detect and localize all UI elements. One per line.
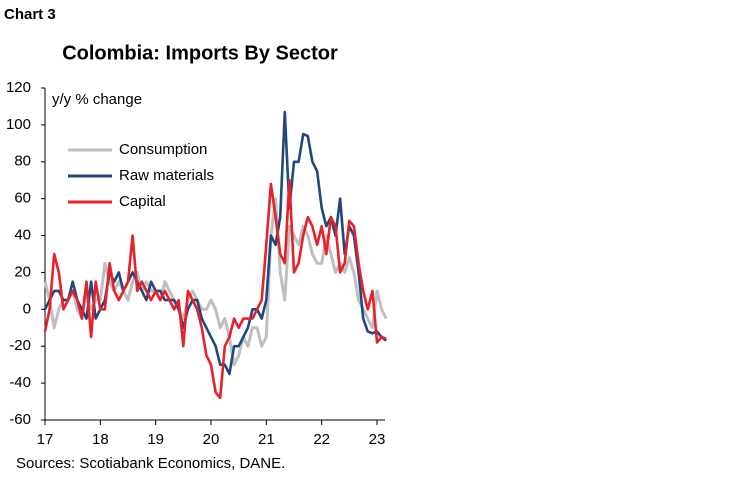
chart-title: Colombia: Imports By Sector [62, 42, 338, 64]
x-tick-label: 18 [92, 431, 109, 448]
x-tick-label: 22 [313, 431, 330, 448]
legend-label: Capital [119, 193, 166, 210]
y-tick-label: 80 [14, 153, 31, 170]
series-line [43, 197, 388, 367]
header: Chart 3 [4, 6, 56, 23]
series-line [43, 178, 387, 400]
y-tick-label: -40 [9, 374, 31, 391]
source: Sources: Scotiabank Economics, DANE. [16, 455, 285, 472]
y-tick-label: 40 [14, 227, 31, 244]
y-tick-label: 0 [23, 300, 31, 317]
y-tick-label: 60 [14, 190, 31, 207]
y-tick-label: 120 [6, 79, 31, 96]
y-axis-label: y/y % change [52, 91, 142, 108]
x-tick-label: 21 [258, 431, 275, 448]
y-tick-label: 100 [6, 116, 31, 133]
x-tick-label: 20 [203, 431, 220, 448]
x-tick-label: 23 [369, 431, 386, 448]
x-tick-label: 19 [147, 431, 164, 448]
legend-label: Raw materials [119, 167, 214, 184]
x-tick-label: 17 [37, 431, 54, 448]
y-tick-label: -60 [9, 411, 31, 428]
y-tick-label: -20 [9, 337, 31, 354]
y-tick-label: 20 [14, 263, 31, 280]
legend-label: Consumption [119, 141, 207, 158]
